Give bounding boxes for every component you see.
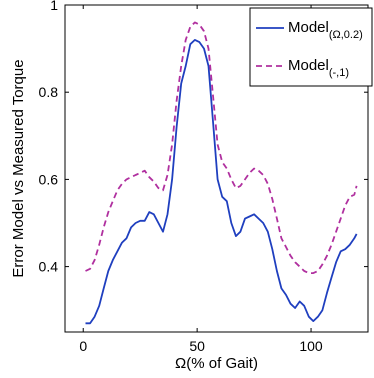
legend-label-1: Model(Ω,0.2) [288, 19, 363, 41]
legend-subscript: (-,1) [329, 67, 349, 79]
x-axis-label: Ω(% of Gait) [175, 355, 258, 372]
legend-subscript: (Ω,0.2) [329, 29, 363, 41]
y-axis-label: Error Model vs Measured Torque [10, 59, 27, 277]
series-lines [85, 21, 358, 325]
y-tick-label: 0.8 [39, 84, 59, 100]
x-tick-label: 100 [299, 338, 323, 354]
legend-box [249, 7, 373, 87]
series-line-2 [85, 21, 358, 274]
x-tick-label: 50 [189, 338, 205, 354]
legend-name: Model [288, 57, 329, 74]
y-tick-label: 0.6 [39, 171, 59, 187]
series-line-1 [85, 39, 358, 325]
axis-ticks: 0 50 100 0.4 0.6 0.8 1 [39, 0, 368, 354]
legend-name: Model [288, 19, 329, 36]
y-tick-label: 0.4 [39, 259, 59, 275]
legend-label-2: Model(-,1) [288, 57, 349, 79]
y-tick-label: 1 [50, 0, 58, 13]
x-tick-label: 0 [79, 338, 87, 354]
legend: Model(Ω,0.2)Model(-,1) [249, 7, 373, 87]
